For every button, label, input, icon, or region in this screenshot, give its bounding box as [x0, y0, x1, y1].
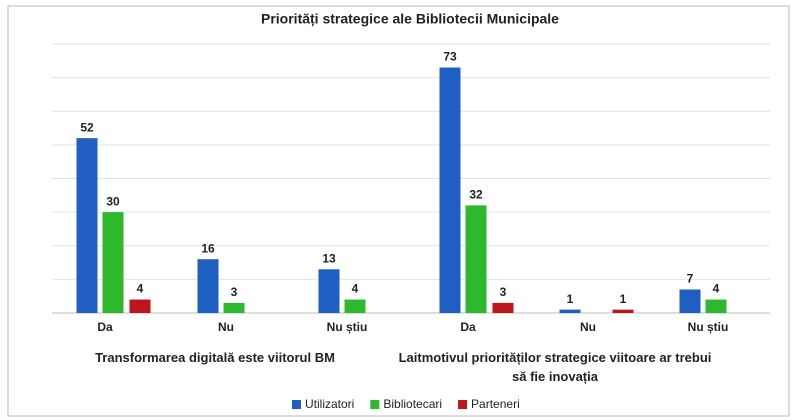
data-label: 3: [500, 285, 507, 299]
chart-title: Priorități strategice ale Bibliotecii Mu…: [261, 11, 559, 27]
bar: [612, 309, 634, 313]
data-label: 1: [567, 292, 574, 306]
x-tick-label: Nu: [580, 320, 596, 334]
bar: [559, 309, 581, 313]
bar: [465, 205, 487, 313]
x-tick-label: Nu știu: [688, 320, 729, 334]
data-label: 52: [80, 120, 94, 134]
group-label: Laitmotivul priorităților strategice vii…: [398, 350, 712, 384]
bar: [197, 259, 219, 313]
x-tick-label: Da: [460, 320, 476, 334]
legend-swatch: [292, 400, 301, 409]
data-label: 4: [713, 282, 720, 296]
bar: [439, 67, 461, 313]
data-label: 16: [201, 241, 215, 255]
data-label: 4: [352, 282, 359, 296]
x-tick-label: Da: [97, 320, 113, 334]
legend-label: Parteneri: [471, 397, 520, 411]
bar: [102, 212, 124, 313]
bar: [492, 302, 514, 313]
data-label: 73: [443, 50, 457, 64]
chart-frame: [7, 5, 790, 417]
x-tick-label: Nu: [218, 320, 234, 334]
data-label: 13: [322, 251, 336, 265]
data-label: 30: [106, 194, 120, 208]
group-label: Transformarea digitală este viitorul BM: [95, 350, 335, 365]
bar: [76, 138, 98, 313]
legend-label: Utilizatori: [305, 397, 354, 411]
data-label: 1: [620, 292, 627, 306]
bar: [705, 299, 727, 313]
x-tick-label: Nu știu: [327, 320, 368, 334]
data-label: 7: [687, 272, 694, 286]
bar: [344, 299, 366, 313]
bar: [129, 299, 151, 313]
bar: [679, 289, 701, 313]
legend-swatch: [370, 400, 380, 409]
data-label: 4: [137, 282, 144, 296]
data-label: 32: [469, 188, 483, 202]
bar: [318, 269, 340, 313]
legend-swatch: [458, 400, 468, 409]
legend-label: Bibliotecari: [383, 397, 442, 411]
bar: [223, 302, 245, 313]
data-label: 3: [231, 285, 238, 299]
